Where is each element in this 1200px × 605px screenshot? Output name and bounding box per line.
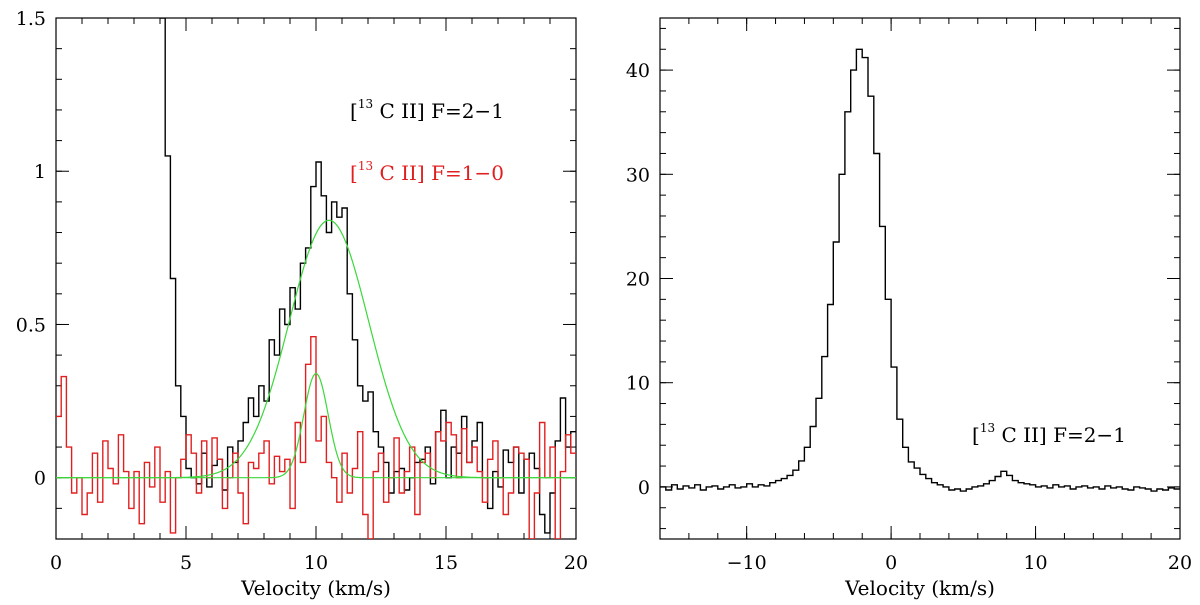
x-tick-label: 0 [885,552,897,574]
left-annotations: [13 C II] F=2−1 [13 C II] F=1−0 [350,97,504,185]
series-line-0 [160,18,576,534]
left-series [56,18,576,539]
right-x-axis-label: Velocity (km/s) [844,576,995,600]
right-ticks [659,18,1181,539]
y-tick-label: 40 [626,60,650,82]
y-tick-label: 0 [34,468,46,490]
right-plot-frame [659,17,1181,540]
right-annotations: [13 C II] F=2−1 [972,421,1126,447]
y-tick-label: 0.5 [16,314,46,336]
y-tick-label: 0 [638,477,650,499]
series-line-0 [660,48,1180,492]
x-tick-label: −10 [727,552,767,574]
y-tick-label: 1 [34,161,46,183]
left-tick-labels: 0 5 10 15 20 0 0.5 1 1.5 [16,8,588,574]
x-tick-label: 10 [1023,552,1047,574]
y-tick-label: 30 [626,164,650,186]
x-tick-label: 15 [434,552,458,574]
series-line-1 [56,336,576,539]
left-x-axis-label: Velocity (km/s) [240,576,391,600]
x-tick-label: 0 [50,552,62,574]
x-tick-label: 20 [1168,552,1192,574]
annotation-label: [13 C II] F=2−1 [350,97,504,123]
annotation-label: [13 C II] F=1−0 [350,159,504,185]
annotation-label: [13 C II] F=2−1 [972,421,1126,447]
y-tick-label: 20 [626,269,650,291]
x-tick-label: 20 [564,552,588,574]
right-series [660,48,1180,492]
left-ticks [55,17,577,540]
series-line-3 [56,372,576,479]
right-panel: −10 0 10 20 0 10 20 30 40 [13 C II] F=2−1 Veloci… [626,17,1192,600]
y-tick-label: 10 [626,373,650,395]
right-tick-labels: −10 0 10 20 0 10 20 30 40 [626,60,1192,574]
x-tick-label: 10 [304,552,328,574]
y-tick-label: 1.5 [16,8,46,30]
x-tick-label: 5 [180,552,192,574]
